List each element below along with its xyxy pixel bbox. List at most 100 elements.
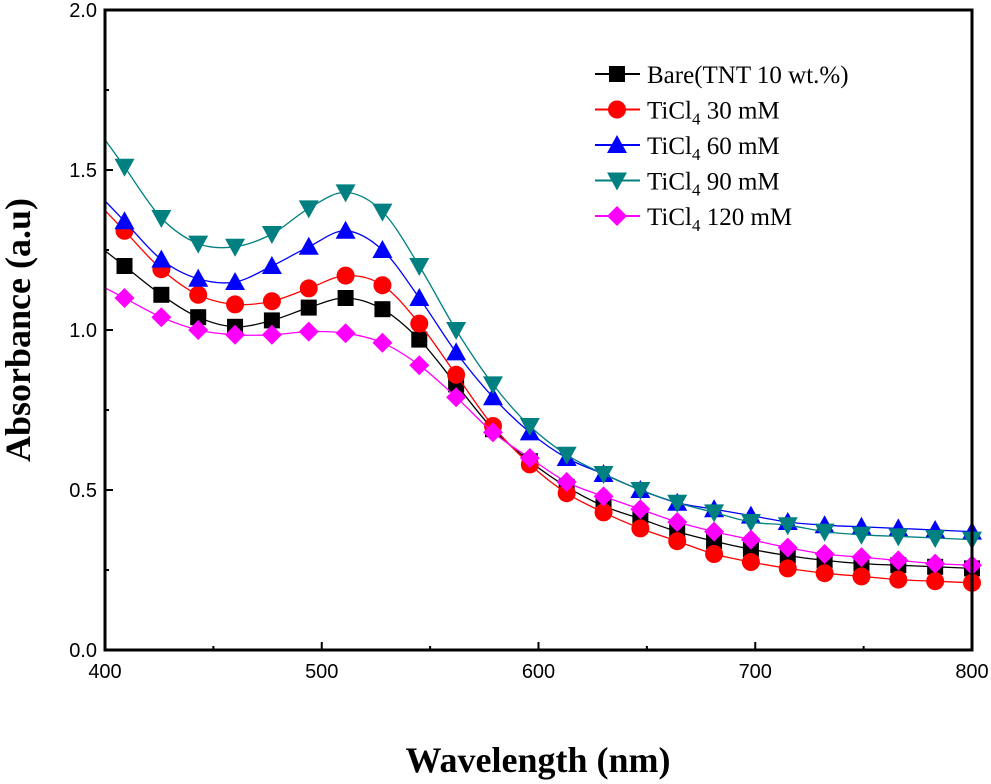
legend-label: Bare(TNT 10 wt.%) xyxy=(647,62,849,89)
data-point xyxy=(888,550,909,571)
data-point xyxy=(190,309,207,326)
data-point xyxy=(116,258,133,274)
legend: Bare(TNT 10 wt.%) TiCl4 30 mM TiCl4 60 mM T… xyxy=(595,62,849,235)
data-point xyxy=(926,572,945,591)
data-point xyxy=(372,240,393,258)
legend-item: TiCl4 120 mM xyxy=(595,204,792,235)
data-point xyxy=(446,387,467,408)
data-point xyxy=(299,279,318,298)
data-point xyxy=(298,321,319,342)
data-point xyxy=(114,211,135,230)
data-point xyxy=(631,519,650,538)
data-point xyxy=(667,512,688,532)
data-point xyxy=(261,256,282,274)
series-layer xyxy=(104,139,982,592)
data-point xyxy=(225,272,246,290)
data-point xyxy=(925,530,946,548)
legend-item: TiCl4 90 mM xyxy=(595,169,780,200)
legend-marker-icon xyxy=(607,206,627,226)
data-point xyxy=(519,448,540,468)
data-point xyxy=(851,526,872,545)
data-point xyxy=(114,288,135,308)
data-point xyxy=(337,290,354,306)
data-point xyxy=(225,324,246,345)
data-point xyxy=(261,226,282,244)
data-point xyxy=(777,517,798,536)
legend-label: TiCl4 30 mM xyxy=(647,98,780,129)
data-point xyxy=(151,249,172,268)
data-point xyxy=(851,547,872,568)
data-point xyxy=(593,466,614,484)
data-point xyxy=(519,418,540,436)
data-point xyxy=(704,504,725,523)
data-point xyxy=(740,529,761,550)
y-tick-label: 1.5 xyxy=(69,160,97,182)
data-point xyxy=(630,482,651,500)
legend-marker-icon xyxy=(607,135,627,153)
data-point xyxy=(667,494,688,513)
data-point xyxy=(298,200,319,219)
data-point xyxy=(373,276,392,295)
x-tick-label: 400 xyxy=(88,661,121,683)
data-point xyxy=(446,342,467,361)
data-point xyxy=(374,301,391,318)
data-point xyxy=(189,285,208,304)
data-point xyxy=(410,314,429,333)
data-point xyxy=(777,537,798,558)
data-point xyxy=(226,295,245,314)
data-point xyxy=(372,203,393,222)
data-point xyxy=(153,286,170,303)
data-point xyxy=(593,486,614,507)
data-point xyxy=(409,355,430,376)
data-point xyxy=(411,331,428,348)
legend-label: TiCl4 90 mM xyxy=(647,169,780,200)
data-point xyxy=(261,324,282,345)
legend-marker-icon xyxy=(607,172,627,191)
data-point xyxy=(556,472,577,492)
data-point xyxy=(300,299,317,316)
data-point xyxy=(557,484,576,503)
data-point xyxy=(446,322,467,340)
data-point xyxy=(888,528,909,547)
legend-item: TiCl4 30 mM xyxy=(595,98,780,129)
data-point xyxy=(889,570,908,589)
data-point xyxy=(630,499,651,520)
data-point xyxy=(704,521,725,542)
series-line xyxy=(104,210,973,584)
data-point xyxy=(335,323,356,344)
x-tick-label: 800 xyxy=(955,661,988,683)
data-point xyxy=(188,268,209,287)
data-point xyxy=(263,312,280,329)
y-axis-label: Absorbance (a.u) xyxy=(0,198,38,462)
data-point xyxy=(482,376,503,395)
data-point xyxy=(741,553,760,571)
data-point xyxy=(225,238,246,257)
data-point xyxy=(262,292,281,311)
data-point xyxy=(114,158,135,177)
data-point xyxy=(336,266,355,285)
legend-item: TiCl4 60 mM xyxy=(595,133,780,164)
y-tick-label: 0.0 xyxy=(69,640,97,662)
y-tick-label: 0.5 xyxy=(69,480,97,502)
data-point xyxy=(814,544,835,564)
data-point xyxy=(925,553,946,574)
x-tick-label: 700 xyxy=(739,661,772,683)
x-axis-label: Wavelength (nm) xyxy=(406,740,671,780)
data-point xyxy=(814,523,835,542)
data-point xyxy=(151,210,172,228)
legend-marker-icon xyxy=(609,66,625,82)
x-tick-label: 600 xyxy=(522,661,555,683)
axes: 400 500 600 700 800 0.0 0.5 1.0 1.5 2.0 xyxy=(69,0,989,683)
data-point xyxy=(372,332,393,353)
data-point xyxy=(298,236,319,255)
data-point xyxy=(335,220,356,239)
data-point xyxy=(556,446,577,465)
data-point xyxy=(705,545,724,563)
legend-label: TiCl4 120 mM xyxy=(647,204,792,235)
data-point xyxy=(409,288,430,306)
data-point xyxy=(778,559,797,578)
data-point xyxy=(409,258,430,276)
legend-item: Bare(TNT 10 wt.%) xyxy=(595,62,849,89)
data-point xyxy=(740,514,761,532)
